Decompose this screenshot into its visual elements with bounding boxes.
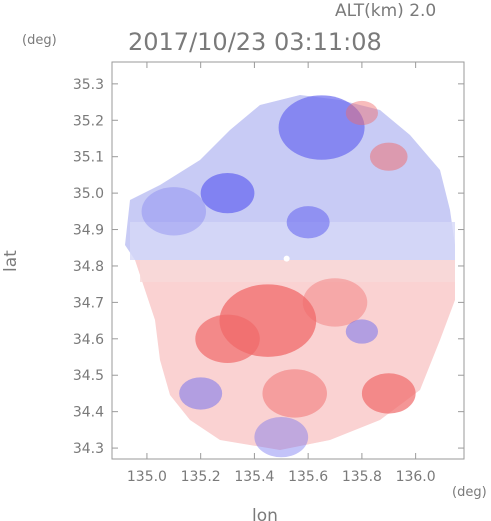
x-unit-label: (deg)	[452, 485, 487, 500]
radar-site-marker	[283, 255, 290, 262]
y-axis-ticks: 34.3 34.4 34.5 34.6 34.7 34.8 34.9 35.0 35.1 35.2…	[73, 77, 464, 457]
radar-field	[125, 95, 455, 458]
positive-velocity-region	[302, 278, 368, 327]
negative-velocity-region	[254, 416, 309, 458]
y-tick-label: 34.3	[73, 441, 104, 457]
y-tick-label: 34.7	[73, 295, 104, 311]
negative-velocity-region	[141, 187, 207, 236]
y-tick-label: 35.0	[73, 186, 104, 202]
negative-velocity-region	[345, 319, 379, 344]
y-tick-label: 34.5	[73, 368, 104, 384]
y-tick-label: 35.3	[73, 77, 104, 93]
x-tick-label: 135.0	[127, 469, 167, 485]
y-tick-label: 34.8	[73, 259, 104, 275]
x-tick-label: 135.2	[181, 469, 221, 485]
y-unit-label: (deg)	[22, 33, 57, 48]
chart-title: 2017/10/23 03:11:08	[128, 28, 382, 56]
y-tick-label: 35.2	[73, 113, 104, 129]
y-tick-label: 34.6	[73, 332, 104, 348]
negative-velocity-region	[200, 172, 255, 214]
x-tick-label: 135.8	[342, 469, 382, 485]
y-tick-label: 34.9	[73, 223, 104, 239]
x-axis-ticks: 135.0 135.2 135.4 135.6 135.8 136.0	[127, 62, 436, 485]
y-tick-label: 35.1	[73, 150, 104, 166]
positive-velocity-region	[361, 373, 416, 414]
positive-velocity-region	[262, 369, 327, 418]
x-tick-label: 135.6	[288, 469, 328, 485]
positive-velocity-region	[195, 314, 260, 363]
x-axis-label: lon	[252, 506, 278, 521]
chart-subtitle: ALT(km) 2.0	[335, 1, 436, 21]
negative-velocity-region	[179, 377, 223, 410]
x-tick-label: 135.4	[234, 469, 274, 485]
positive-velocity-region	[369, 142, 408, 171]
beam-band-south	[140, 260, 455, 282]
y-axis-label: lat	[1, 250, 21, 272]
x-tick-label: 136.0	[396, 469, 436, 485]
y-tick-label: 34.4	[73, 405, 104, 421]
north-echo-area	[125, 95, 455, 260]
negative-velocity-region	[286, 206, 330, 239]
negative-velocity-region	[278, 95, 365, 160]
positive-velocity-region	[345, 100, 379, 126]
